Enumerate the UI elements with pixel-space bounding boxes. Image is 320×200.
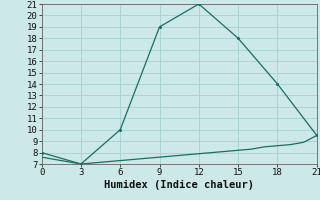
X-axis label: Humidex (Indice chaleur): Humidex (Indice chaleur) [104, 180, 254, 190]
